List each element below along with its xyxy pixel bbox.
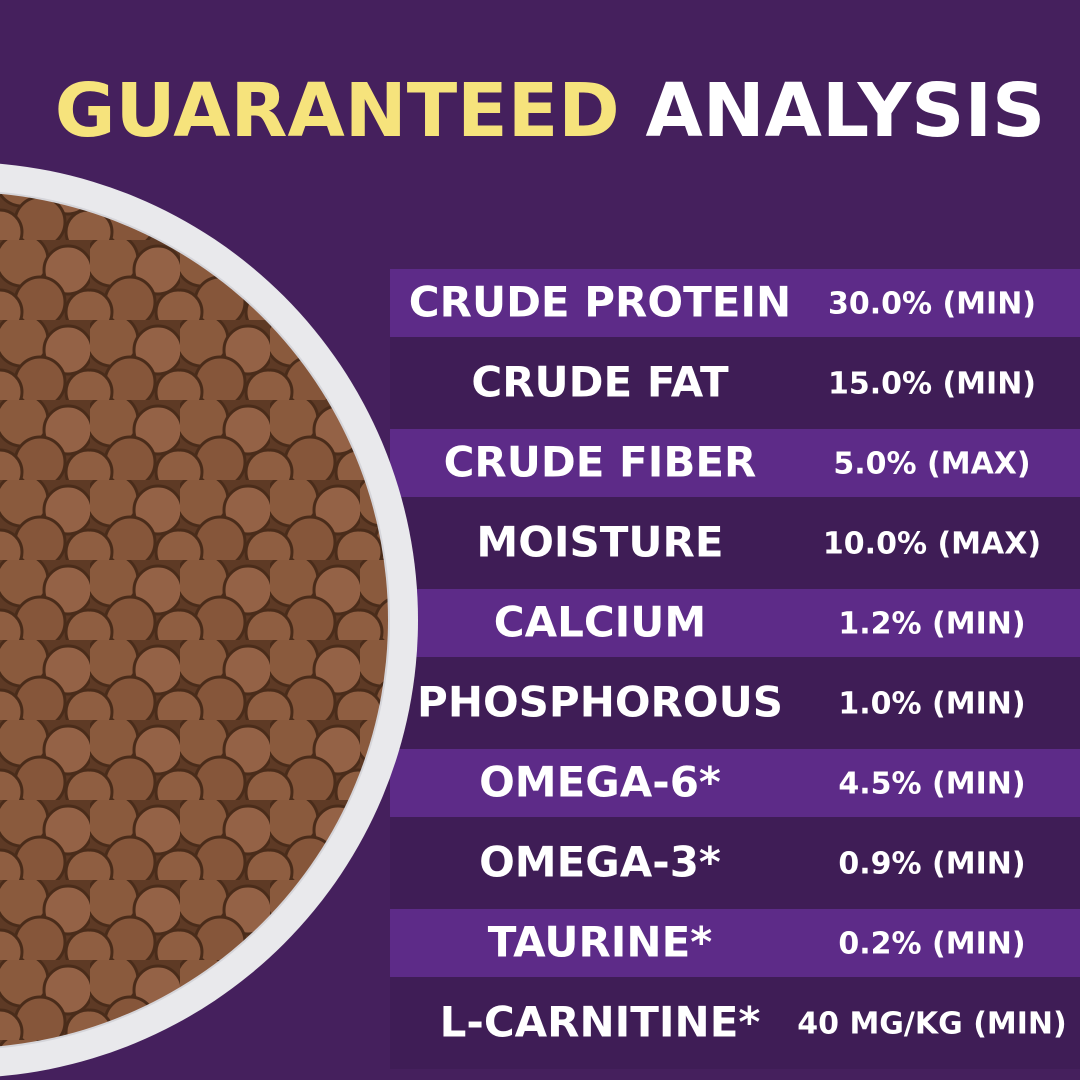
nutrient-amount: 0.2% (MIN) bbox=[838, 927, 1025, 962]
nutrient-amount: 0.9% (MIN) bbox=[838, 847, 1025, 882]
nutrient-label: CRUDE FIBER bbox=[444, 438, 757, 487]
rows: CRUDE PROTEIN 30.0% (MIN) CRUDE FAT 15.0% (… bbox=[409, 278, 1067, 1047]
nutrient-label: MOISTURE bbox=[476, 518, 723, 567]
row-stripe bbox=[390, 429, 1080, 497]
row-stripe bbox=[390, 269, 1080, 337]
title-rest: ANALYSIS bbox=[645, 68, 1045, 154]
nutrient-label: L-CARNITINE* bbox=[440, 998, 761, 1047]
nutrient-label: PHOSPHOROUS bbox=[417, 678, 783, 727]
row-stripe bbox=[390, 337, 1080, 429]
row-stripe bbox=[390, 749, 1080, 817]
nutrient-amount: 5.0% (MAX) bbox=[833, 447, 1030, 482]
nutrient-amount: 4.5% (MIN) bbox=[838, 767, 1025, 802]
row-stripe bbox=[390, 657, 1080, 749]
row-stripe bbox=[390, 909, 1080, 977]
title: GUARANTEED ANALYSIS bbox=[55, 68, 1046, 154]
nutrient-amount: 30.0% (MIN) bbox=[828, 287, 1036, 322]
nutrient-amount: 10.0% (MAX) bbox=[823, 527, 1041, 562]
nutrient-label: CRUDE PROTEIN bbox=[409, 278, 791, 327]
row-stripe bbox=[390, 817, 1080, 909]
row-stripe bbox=[390, 977, 1080, 1069]
nutrient-label: CRUDE FAT bbox=[471, 358, 729, 407]
nutrient-amount: 1.0% (MIN) bbox=[838, 687, 1025, 722]
nutrient-amount: 15.0% (MIN) bbox=[828, 367, 1036, 402]
row-stripe bbox=[390, 589, 1080, 657]
title-highlight: GUARANTEED bbox=[55, 68, 620, 154]
nutrient-label: CALCIUM bbox=[494, 598, 706, 647]
nutrient-label: OMEGA-6* bbox=[479, 758, 721, 807]
nutrient-amount: 1.2% (MIN) bbox=[838, 607, 1025, 642]
stripes bbox=[390, 269, 1080, 1069]
nutrient-amount: 40 MG/KG (MIN) bbox=[797, 1007, 1067, 1042]
row-stripe bbox=[390, 497, 1080, 589]
nutrient-label: OMEGA-3* bbox=[479, 838, 721, 887]
nutrient-label: TAURINE* bbox=[488, 918, 713, 967]
